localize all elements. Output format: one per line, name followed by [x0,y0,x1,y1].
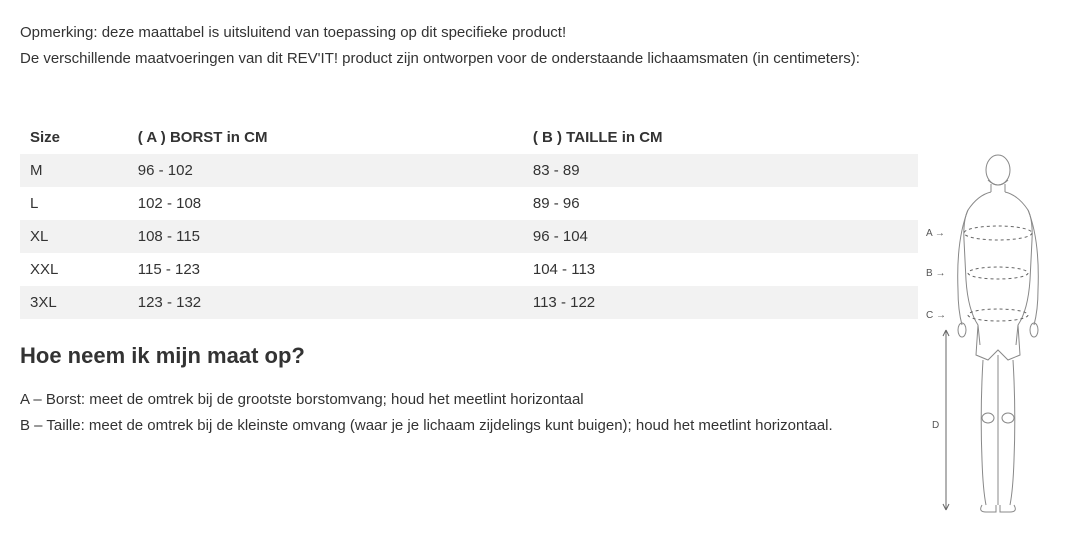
cell-size: M [20,154,128,187]
cell-size: L [20,187,128,220]
cell-b: 96 - 104 [523,220,918,253]
instruction-b: B – Taille: meet de omtrek bij de kleins… [20,413,918,439]
cell-size: XXL [20,253,128,286]
cell-b: 104 - 113 [523,253,918,286]
size-table: Size ( A ) BORST in CM ( B ) TAILLE in C… [20,121,918,319]
cell-a: 115 - 123 [128,253,523,286]
instructions: A – Borst: meet de omtrek bij de grootst… [20,387,918,438]
diagram-label-b: B → [926,268,945,279]
diagram-label-a: A → [926,228,945,239]
cell-size: 3XL [20,286,128,319]
cell-a: 123 - 132 [128,286,523,319]
cell-a: 96 - 102 [128,154,523,187]
cell-a: 102 - 108 [128,187,523,220]
cell-a: 108 - 115 [128,220,523,253]
cell-size: XL [20,220,128,253]
body-svg [928,150,1058,520]
table-row: XXL 115 - 123 104 - 113 [20,253,918,286]
table-row: L 102 - 108 89 - 96 [20,187,918,220]
cell-b: 89 - 96 [523,187,918,220]
table-row: M 96 - 102 83 - 89 [20,154,918,187]
table-row: 3XL 123 - 132 113 - 122 [20,286,918,319]
intro-text: Opmerking: deze maattabel is uitsluitend… [20,20,918,71]
diagram-label-d: D [932,420,939,431]
cell-b: 113 - 122 [523,286,918,319]
header-a: ( A ) BORST in CM [128,121,523,154]
body-diagram: A → B → C → D [928,150,1058,530]
diagram-label-c: C → [926,310,946,321]
cell-b: 83 - 89 [523,154,918,187]
section-heading: Hoe neem ik mijn maat op? [20,343,918,369]
instruction-a: A – Borst: meet de omtrek bij de grootst… [20,387,918,413]
table-row: XL 108 - 115 96 - 104 [20,220,918,253]
header-b: ( B ) TAILLE in CM [523,121,918,154]
header-size: Size [20,121,128,154]
intro-line1: Opmerking: deze maattabel is uitsluitend… [20,24,566,41]
intro-line2: De verschillende maatvoeringen van dit R… [20,50,860,67]
